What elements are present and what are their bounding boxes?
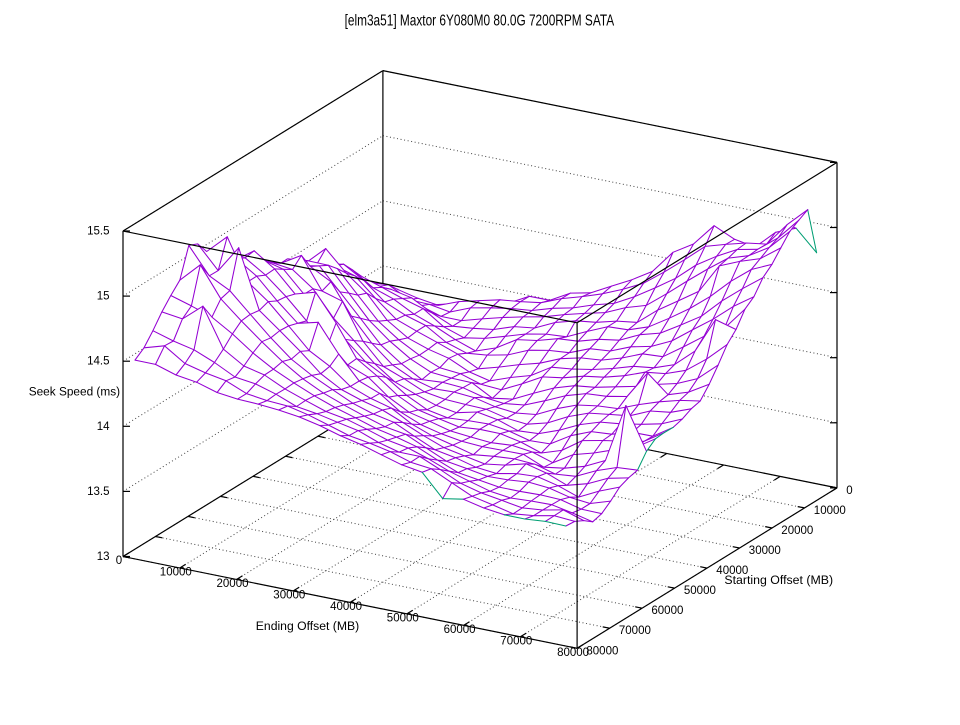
svg-text:30000: 30000	[273, 587, 305, 601]
svg-text:40000: 40000	[716, 563, 748, 577]
svg-text:60000: 60000	[444, 622, 476, 636]
svg-text:[elm3a51] Maxtor 6Y080M0 80.0G: [elm3a51] Maxtor 6Y080M0 80.0G 7200RPM S…	[345, 13, 615, 30]
svg-text:60000: 60000	[651, 603, 683, 617]
svg-text:20000: 20000	[217, 576, 249, 590]
svg-text:80000: 80000	[586, 643, 618, 657]
svg-text:Seek Speed (ms): Seek Speed (ms)	[29, 385, 120, 399]
svg-text:50000: 50000	[387, 610, 419, 624]
svg-text:0: 0	[846, 483, 852, 497]
svg-text:50000: 50000	[684, 583, 716, 597]
svg-text:13: 13	[97, 549, 110, 563]
svg-text:10000: 10000	[814, 503, 846, 517]
svg-text:14.5: 14.5	[87, 354, 109, 368]
svg-text:80000: 80000	[557, 645, 589, 659]
svg-text:15.5: 15.5	[87, 224, 109, 238]
svg-text:Starting Offset (MB): Starting Offset (MB)	[724, 573, 833, 587]
svg-text:13.5: 13.5	[87, 484, 109, 498]
svg-text:14: 14	[97, 419, 110, 433]
svg-text:20000: 20000	[781, 523, 813, 537]
svg-text:Ending Offset (MB): Ending Offset (MB)	[256, 619, 359, 633]
svg-text:10000: 10000	[160, 565, 192, 579]
svg-text:30000: 30000	[749, 543, 781, 557]
svg-text:0: 0	[116, 553, 122, 567]
svg-text:40000: 40000	[330, 599, 362, 613]
svg-text:70000: 70000	[619, 623, 651, 637]
svg-text:15: 15	[97, 289, 110, 303]
svg-text:70000: 70000	[500, 633, 532, 647]
